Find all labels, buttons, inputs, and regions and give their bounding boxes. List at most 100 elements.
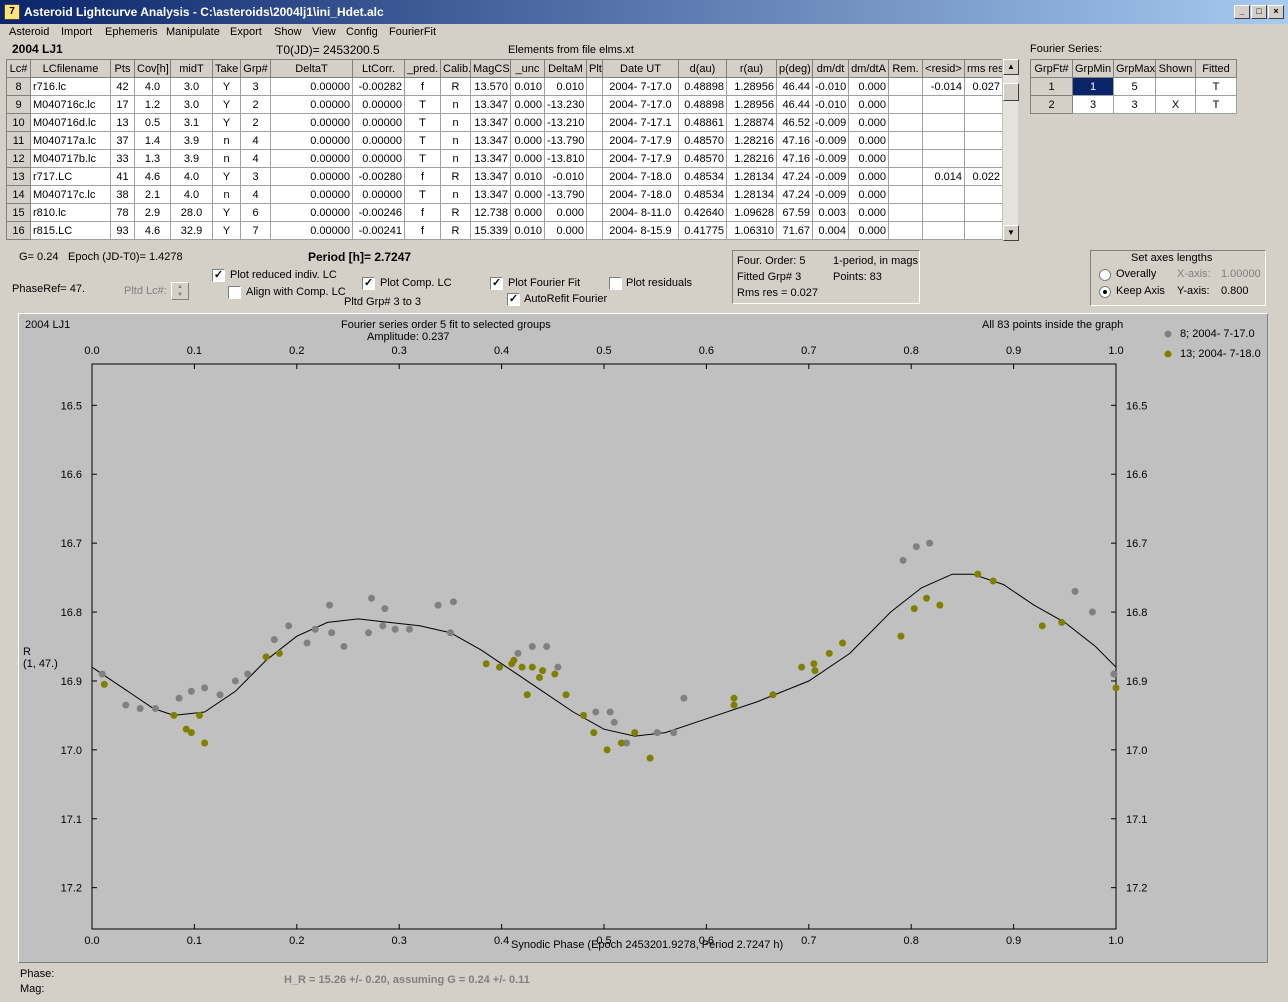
table-cell[interactable] [888, 95, 923, 114]
table-cell[interactable]: 4 [240, 185, 271, 204]
column-header[interactable]: GrpMax [1113, 59, 1156, 78]
overally-radio[interactable] [1099, 269, 1111, 281]
table-cell[interactable]: Y [212, 113, 241, 132]
column-header[interactable]: Calib. [440, 59, 471, 78]
table-cell[interactable]: 3 [240, 77, 271, 96]
table-cell[interactable]: 4.0 [170, 167, 213, 186]
table-cell[interactable]: 13.347 [470, 131, 511, 150]
table-cell[interactable] [586, 113, 603, 132]
table-cell[interactable]: Y [212, 77, 241, 96]
table-cell[interactable]: n [212, 149, 241, 168]
table-cell[interactable]: 2004- 7-18.0 [602, 185, 679, 204]
table-cell[interactable]: 0.000 [848, 95, 889, 114]
table-cell[interactable]: 71.67 [776, 221, 813, 240]
plot-residuals-checkbox[interactable] [609, 277, 622, 290]
column-header[interactable]: Lc# [6, 59, 31, 78]
close-button[interactable]: × [1268, 5, 1284, 19]
table-cell[interactable]: 28.0 [170, 203, 213, 222]
table-cell[interactable]: 37 [110, 131, 135, 150]
table-cell[interactable] [888, 185, 923, 204]
table-cell[interactable]: 13.347 [470, 95, 511, 114]
table-cell[interactable]: -0.009 [812, 167, 849, 186]
table-cell[interactable]: 0.48534 [678, 185, 727, 204]
menu-manipulate[interactable]: Manipulate [166, 26, 220, 38]
table-cell[interactable]: 0.010 [544, 77, 587, 96]
table-cell[interactable] [586, 203, 603, 222]
table-cell[interactable]: 0.00000 [270, 167, 353, 186]
lightcurve-chart[interactable]: 0.0 0.0 0.1 0.1 0.2 0.2 0.3 0.3 0.4 0.4 0.5 0.5 0.6 0… [19, 314, 1267, 962]
table-cell[interactable] [922, 149, 965, 168]
table-cell[interactable]: M040717c.lc [30, 185, 111, 204]
table-cell[interactable]: f [404, 203, 441, 222]
table-cell[interactable]: 2004- 8-15.9 [602, 221, 679, 240]
table-cell[interactable]: 15.339 [470, 221, 511, 240]
table-cell[interactable]: 2 [240, 95, 271, 114]
table-cell[interactable]: 4.0 [170, 185, 213, 204]
column-header[interactable]: Fitted [1195, 59, 1237, 78]
table-row[interactable]: 8 r716.lc 42 4.0 3.0 Y 3 0.00000 -0.00282 f R 13.57… [6, 77, 1003, 96]
table-cell[interactable]: 38 [110, 185, 135, 204]
table-cell[interactable]: 0.000 [848, 167, 889, 186]
table-cell[interactable]: n [212, 185, 241, 204]
lightcurve-graph[interactable]: 0.0 0.0 0.1 0.1 0.2 0.2 0.3 0.3 0.4 0.4 0.5 0.5 0.6 0… [18, 313, 1268, 963]
table-cell[interactable]: -0.010 [812, 95, 849, 114]
table-cell[interactable]: 13.347 [470, 167, 511, 186]
table-cell[interactable]: -0.00280 [352, 167, 405, 186]
table-cell[interactable]: 3.9 [170, 131, 213, 150]
table-row[interactable]: 16 r815.LC 93 4.6 32.9 Y 7 0.00000 -0.00241 f R 15.… [6, 221, 1003, 240]
table-cell[interactable]: -13.810 [544, 149, 587, 168]
table-cell[interactable] [922, 113, 965, 132]
table-cell[interactable]: 0.00000 [270, 203, 353, 222]
table-cell[interactable]: 3 [240, 167, 271, 186]
table-cell[interactable]: 13.347 [470, 185, 511, 204]
column-header[interactable]: rms res [964, 59, 1003, 78]
table-cell[interactable]: 0.000 [510, 131, 545, 150]
table-cell[interactable] [888, 131, 923, 150]
table-cell[interactable]: 33 [110, 149, 135, 168]
column-header[interactable]: dm/dtA [848, 59, 889, 78]
table-cell[interactable]: 6 [240, 203, 271, 222]
menu-fourierfit[interactable]: FourierFit [389, 26, 437, 38]
table-cell[interactable]: 2.1 [134, 185, 171, 204]
table-cell[interactable] [586, 149, 603, 168]
column-header[interactable]: LtCorr. [352, 59, 405, 78]
table-cell[interactable]: 0.00000 [270, 221, 353, 240]
column-header[interactable]: midT [170, 59, 213, 78]
table-cell[interactable]: 47.24 [776, 185, 813, 204]
table-cell[interactable]: R [440, 221, 471, 240]
row-header[interactable]: 12 [6, 149, 31, 168]
table-cell[interactable]: r815.LC [30, 221, 111, 240]
table-cell[interactable]: 5 [1113, 77, 1156, 96]
table-cell[interactable]: 2004- 7-17.9 [602, 149, 679, 168]
table-cell[interactable]: 47.16 [776, 149, 813, 168]
row-header[interactable]: 13 [6, 167, 31, 186]
row-header[interactable]: 10 [6, 113, 31, 132]
table-cell[interactable]: 4 [240, 149, 271, 168]
table-cell[interactable]: -0.00241 [352, 221, 405, 240]
table-cell[interactable]: -0.010 [812, 77, 849, 96]
table-cell[interactable]: 78 [110, 203, 135, 222]
table-cell[interactable]: 13 [110, 113, 135, 132]
table-cell[interactable]: 1.06310 [726, 221, 777, 240]
x-axis-value[interactable]: 1.00000 [1221, 268, 1261, 280]
column-header[interactable]: GrpMin [1072, 59, 1114, 78]
table-cell[interactable]: 1.28216 [726, 149, 777, 168]
table-cell[interactable] [888, 77, 923, 96]
autorefit-checkbox[interactable]: ✓ [507, 293, 520, 306]
table-cell[interactable]: 0.48898 [678, 95, 727, 114]
menu-ephemeris[interactable]: Ephemeris [105, 26, 158, 38]
menu-asteroid[interactable]: Asteroid [9, 26, 50, 38]
table-cell[interactable]: 46.44 [776, 95, 813, 114]
column-header[interactable]: Date UT [602, 59, 679, 78]
table-cell[interactable]: 1.28956 [726, 77, 777, 96]
column-header[interactable]: DeltaT [270, 59, 353, 78]
table-cell[interactable] [922, 221, 965, 240]
table-cell[interactable]: 47.16 [776, 131, 813, 150]
table-cell[interactable]: 0.48570 [678, 149, 727, 168]
table-cell[interactable] [586, 185, 603, 204]
table-cell[interactable]: -0.014 [922, 77, 965, 96]
table-row[interactable]: 15 r810.lc 78 2.9 28.0 Y 6 0.00000 -0.00246 f R 12.… [6, 203, 1003, 222]
